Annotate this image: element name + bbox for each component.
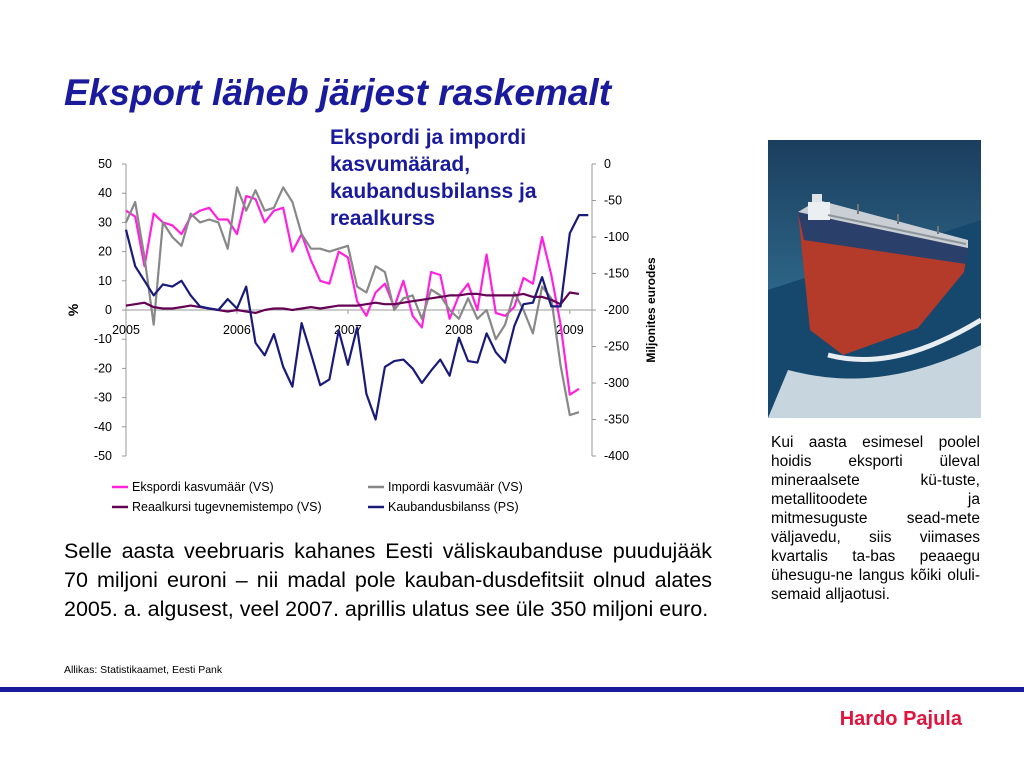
legend-label: Reaalkursi tugevnemistempo (VS) — [132, 500, 322, 514]
right-tick-label: -400 — [604, 449, 629, 463]
x-tick-label: 2006 — [223, 323, 251, 337]
body-text: Selle aasta veebruaris kahanes Eesti väl… — [64, 539, 712, 621]
x-tick-label: 2005 — [112, 323, 140, 337]
right-tick-label: -200 — [604, 303, 629, 317]
right-tick-label: -300 — [604, 376, 629, 390]
side-text: Kui aasta esimesel poolel hoidis eksport… — [771, 434, 980, 603]
right-axis-ticks: 0 -50 -100 -150 -200 -250 -300 -350 -400 — [592, 157, 629, 463]
right-tick-label: -250 — [604, 340, 629, 354]
right-tick-label: -150 — [604, 267, 629, 281]
left-tick-label: 50 — [98, 157, 112, 171]
slide-title: Eksport läheb järjest raskemalt — [64, 72, 612, 113]
left-axis-ticks: 50 40 30 20 10 0 -10 -20 -30 -40 -50 — [94, 157, 126, 463]
chart-legend: Ekspordi kasvumäär (VS) Impordi kasvumäär… — [112, 480, 523, 514]
series-lines — [124, 186, 589, 421]
x-tick-label: 2008 — [445, 323, 473, 337]
left-tick-label: -50 — [94, 449, 112, 463]
left-tick-label: -10 — [94, 332, 112, 346]
right-axis-label: Miljonites eurodes — [644, 257, 658, 363]
left-tick-label: -30 — [94, 391, 112, 405]
x-axis-ticks: 2005 2006 2007 2008 2009 — [112, 310, 584, 337]
series-line-1 — [124, 186, 580, 417]
series-line-0 — [125, 195, 580, 396]
footer-rule — [0, 687, 1024, 692]
line-chart: 50 40 30 20 10 0 -10 -20 -30 -40 -50 0 -50 -100 -150 -… — [65, 157, 658, 514]
left-axis-label: % — [65, 303, 81, 316]
right-tick-label: -350 — [604, 413, 629, 427]
left-tick-label: 30 — [98, 215, 112, 229]
left-tick-label: -20 — [94, 361, 112, 375]
source-note: Allikas: Statistikaamet, Eesti Pank — [64, 664, 223, 676]
left-tick-label: -40 — [94, 420, 112, 434]
legend-label: Kaubandusbilanss (PS) — [388, 500, 519, 514]
author-name: Hardo Pajula — [839, 708, 962, 730]
legend-label: Ekspordi kasvumäär (VS) — [132, 480, 274, 494]
legend-label: Impordi kasvumäär (VS) — [388, 480, 523, 494]
left-tick-label: 0 — [105, 303, 112, 317]
right-tick-label: -50 — [604, 194, 622, 208]
left-tick-label: 20 — [98, 245, 112, 259]
series-line-3 — [124, 214, 589, 421]
right-tick-label: 0 — [604, 157, 611, 171]
right-tick-label: -100 — [604, 230, 629, 244]
left-tick-label: 10 — [98, 274, 112, 288]
left-tick-label: 40 — [98, 186, 112, 200]
chart-title: Ekspordi ja impordi kasvumäärad, kauband… — [330, 126, 537, 230]
tanker-ship-photo — [768, 140, 981, 418]
